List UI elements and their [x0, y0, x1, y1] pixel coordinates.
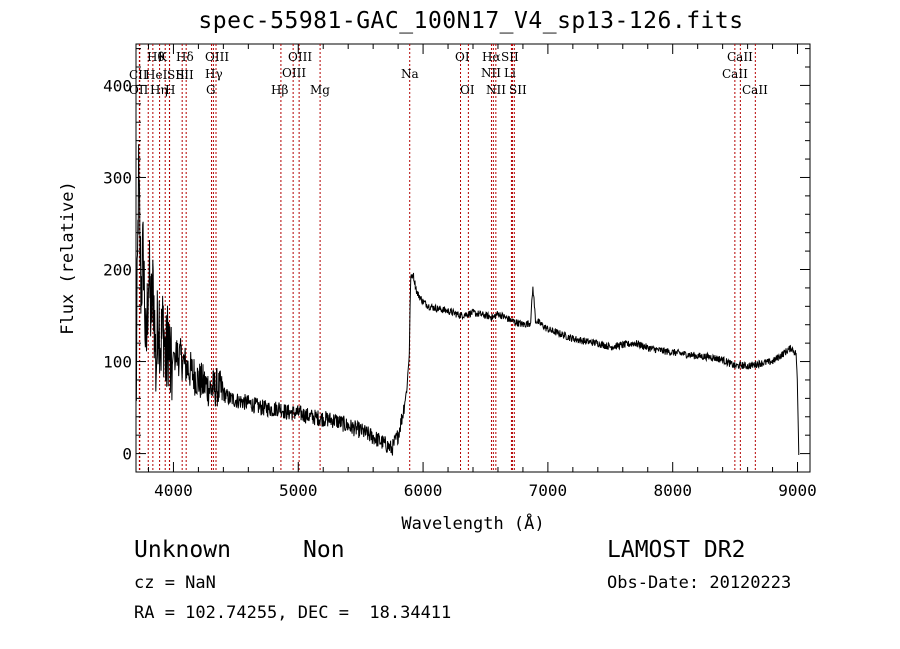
line-label-14: OIII: [288, 50, 312, 64]
line-label-18: OI: [455, 50, 470, 64]
observation-date: Obs-Date: 20120223: [607, 573, 792, 593]
y-axis-label: Flux (relative): [58, 181, 78, 335]
line-label-1: OII: [129, 83, 149, 97]
line-label-13: Hβ: [271, 83, 288, 97]
line-label-20: Hα: [482, 50, 501, 64]
redshift-cz: cz = NaN: [134, 573, 216, 593]
line-label-10: OIII: [205, 50, 229, 64]
object-class: Unknown: [134, 537, 231, 563]
line-label-26: CaII: [727, 50, 753, 64]
x-tick-label-5: 9000: [778, 481, 817, 500]
line-label-2: Hθ: [147, 50, 165, 64]
line-label-5: K: [158, 50, 168, 64]
line-label-16: Mg: [310, 83, 330, 97]
line-label-22: NII: [486, 83, 506, 97]
survey-name: LAMOST DR2: [607, 537, 746, 563]
coordinates: RA = 102.74255, DEC = 18.34411: [134, 603, 452, 623]
x-tick-label-3: 7000: [529, 481, 568, 500]
x-tick-label-2: 6000: [404, 481, 443, 500]
line-label-15: OIII: [282, 66, 306, 80]
y-tick-label-1: 100: [103, 353, 132, 372]
line-label-4: HeI: [145, 68, 168, 82]
line-label-24: Li: [504, 66, 516, 80]
line-label-8: Hδ: [176, 50, 194, 64]
x-tick-label-0: 4000: [154, 481, 193, 500]
line-label-11: Hγ: [205, 67, 223, 81]
line-label-6: SII: [167, 68, 185, 82]
line-label-9: SII: [176, 68, 194, 82]
line-label-17: Na: [401, 67, 419, 81]
spectrum-line: [135, 144, 800, 456]
object-subclass: Non: [303, 537, 345, 563]
y-tick-label-2: 200: [103, 261, 132, 280]
y-tick-label-0: 0: [122, 445, 132, 464]
line-label-27: CaII: [722, 67, 748, 81]
line-label-7: H: [165, 83, 175, 97]
x-tick-label-4: 8000: [653, 481, 692, 500]
line-label-25: SII: [509, 83, 527, 97]
line-label-3: Hη: [150, 83, 168, 97]
y-tick-label-4: 400: [103, 76, 132, 95]
line-label-12: G: [206, 83, 216, 97]
line-label-19: OI: [460, 83, 475, 97]
line-label-28: CaII: [742, 83, 768, 97]
y-tick-label-3: 300: [103, 168, 132, 187]
plot-title: spec-55981-GAC_100N17_V4_sp13-126.fits: [198, 8, 744, 34]
x-tick-label-1: 5000: [279, 481, 318, 500]
x-axis-label: Wavelength (Å): [401, 512, 544, 534]
line-label-0: CII: [129, 68, 148, 82]
line-label-23: SII: [501, 50, 519, 64]
line-label-21: NII: [481, 66, 501, 80]
plot-frame: [135, 43, 811, 473]
